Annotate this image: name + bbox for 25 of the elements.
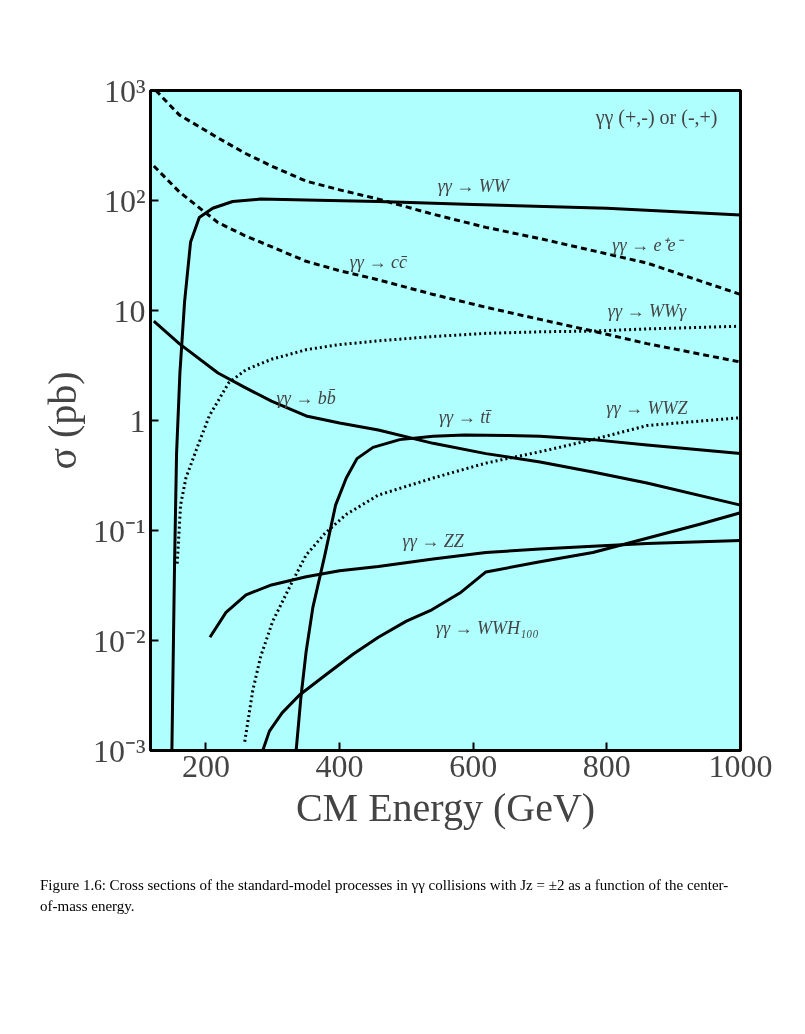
x-axis-title: CM Energy (GeV) [295,784,596,830]
annotation: γγ → WWγ [607,300,687,321]
annotation: γγ (+,-) or (-,+) [594,105,718,129]
x-tick-label: 400 [315,747,364,784]
x-tick-label: 1000 [708,747,773,784]
y-tick-label: 1 [129,402,146,439]
y-tick-label: 10⁻¹ [92,512,146,549]
y-tick-label: 10² [103,182,146,219]
annotation: γγ → ZZ [402,531,465,552]
annotation: γγ → WW [437,176,511,197]
y-axis-title: σ (pb) [39,371,85,470]
caption: Figure 1.6: Cross sections of the standard-model processes in γγ collisions with Jz = ±2 as a function of the center-of-mass energy. [40,876,730,917]
annotation: γγ → bb̄ [276,387,336,408]
y-tick-label: 10 [113,292,146,329]
y-tick-label: 10⁻³ [92,732,146,769]
annotation: γγ → cc̄ [349,251,408,272]
annotation: γγ → WWZ [606,397,689,418]
x-tick-label: 600 [449,747,498,784]
y-tick-label: 10³ [103,72,146,109]
annotation: γγ → tt̄ [438,406,493,427]
x-tick-label: 200 [181,747,230,784]
annotation: γγ → WWH₁₀₀ [435,617,539,638]
x-tick-label: 800 [582,747,631,784]
y-tick-label: 10⁻² [92,622,146,659]
annotation: γγ → e⁺e⁻ [612,235,685,256]
